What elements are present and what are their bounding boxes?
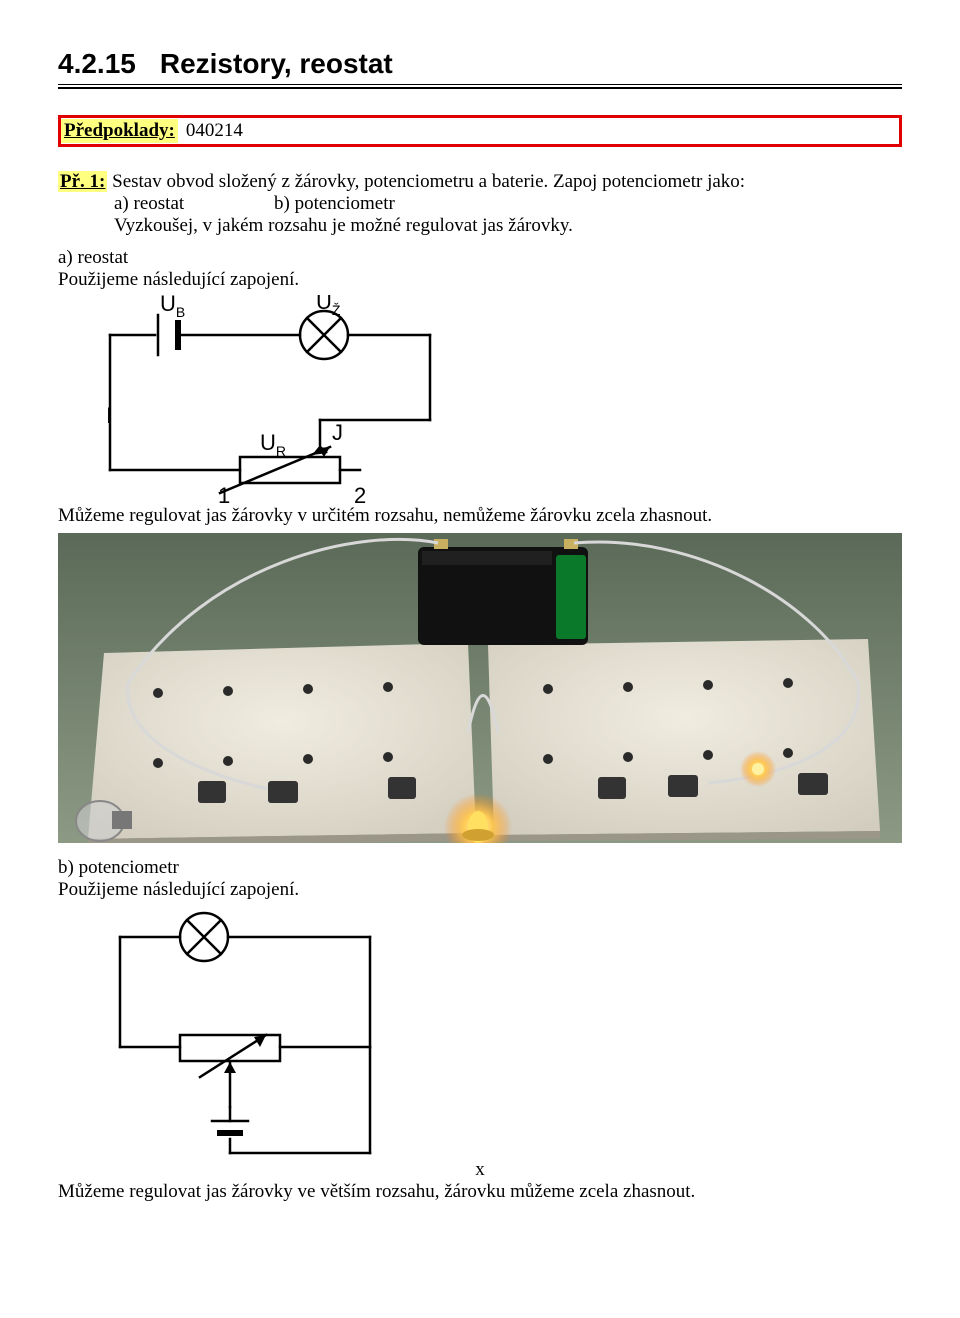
section-title: Rezistory, reostat <box>160 48 393 80</box>
prerequisites-label: Předpoklady: <box>61 119 178 143</box>
pot-result: Můžeme regulovat jas žárovky ve větším r… <box>58 1181 902 1203</box>
exercise-1: Př. 1: Sestav obvod složený z žárovky, p… <box>58 171 902 237</box>
reostat-head: a) reostat <box>58 247 902 269</box>
circuit-photo <box>58 533 902 843</box>
exercise-1-trial: Vyzkoušej, v jakém rozsahu je možné regu… <box>114 215 902 237</box>
pot-use: Použijeme následující zapojení. <box>58 879 902 901</box>
circuit-diagram-reostat: UB UŽ I UR J 1 2 <box>100 295 902 505</box>
exercise-1-sentence: Sestav obvod složený z žárovky, potencio… <box>112 171 745 192</box>
svg-text:1: 1 <box>218 483 230 505</box>
reostat-section: a) reostat Použijeme následující zapojen… <box>58 247 902 291</box>
svg-text:UR: UR <box>260 430 286 459</box>
prerequisites-value: 040214 <box>186 120 243 142</box>
exercise-1-opt-a: a) reostat <box>114 193 274 215</box>
pot-head: b) potenciometr <box>58 857 902 879</box>
circuit-diagram-potentiometer <box>100 907 902 1157</box>
exercise-1-line1: Př. 1: Sestav obvod složený z žárovky, p… <box>58 171 902 193</box>
section-heading: 4.2.15 Rezistory, reostat <box>58 48 902 80</box>
pot-x: x <box>58 1159 902 1181</box>
svg-text:UŽ: UŽ <box>316 295 341 318</box>
reostat-use: Použijeme následující zapojení. <box>58 269 902 291</box>
svg-text:I: I <box>106 403 112 428</box>
prerequisites-box: Předpoklady: 040214 <box>58 115 902 147</box>
reostat-result: Můžeme regulovat jas žárovky v určitém r… <box>58 505 902 527</box>
svg-text:2: 2 <box>354 483 366 505</box>
exercise-1-opt-b: b) potenciometr <box>274 193 395 215</box>
svg-text:J: J <box>332 420 343 445</box>
heading-underline <box>58 84 902 89</box>
exercise-1-options: a) reostat b) potenciometr <box>114 193 902 215</box>
exercise-1-label: Př. 1: <box>58 171 107 192</box>
potentiometer-section: b) potenciometr Použijeme následující za… <box>58 857 902 901</box>
svg-text:UB: UB <box>160 295 185 320</box>
section-number: 4.2.15 <box>58 48 136 80</box>
